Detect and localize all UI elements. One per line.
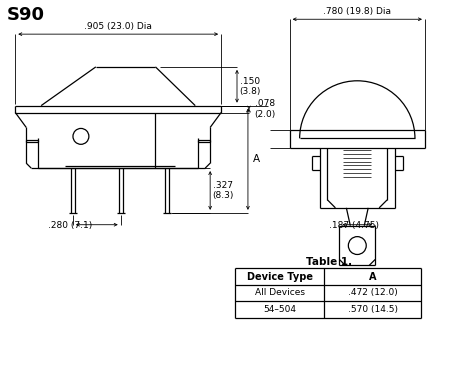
Text: A: A (369, 272, 376, 282)
Text: .472 (12.0): .472 (12.0) (348, 288, 398, 297)
Text: 54–504: 54–504 (263, 305, 296, 314)
Text: .780 (19.8) Dia: .780 (19.8) Dia (323, 7, 392, 16)
Text: A: A (253, 154, 260, 164)
Text: .187 (4.75): .187 (4.75) (329, 221, 380, 230)
Text: Table 1.: Table 1. (306, 257, 353, 267)
Text: .570 (14.5): .570 (14.5) (348, 305, 398, 314)
Text: .150
(3.8): .150 (3.8) (239, 76, 261, 96)
Text: .078
(2.0): .078 (2.0) (254, 99, 275, 119)
Text: Device Type: Device Type (247, 272, 313, 282)
Text: .280 (7.1): .280 (7.1) (48, 221, 92, 230)
Text: All Devices: All Devices (255, 288, 305, 297)
Text: S90: S90 (6, 6, 45, 24)
Text: .327
(8.3): .327 (8.3) (212, 181, 234, 200)
Text: .905 (23.0) Dia: .905 (23.0) Dia (84, 22, 152, 31)
